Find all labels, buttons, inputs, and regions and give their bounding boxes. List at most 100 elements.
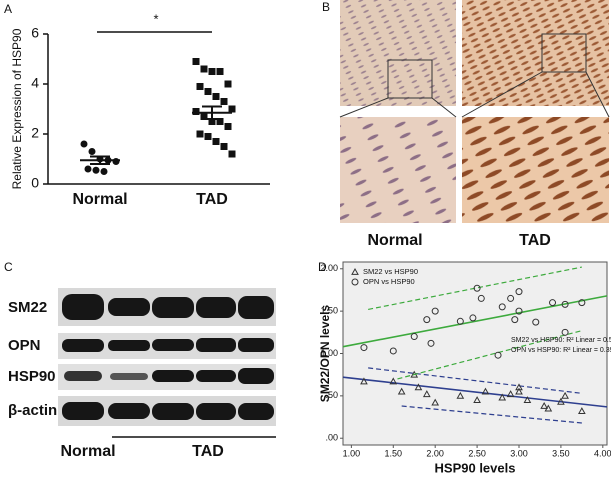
x-tick-label: 4.00 [594, 448, 611, 458]
point [224, 123, 232, 130]
plot-area [342, 261, 608, 446]
point [200, 113, 208, 120]
point [84, 165, 92, 173]
zoom-line [461, 71, 543, 118]
point [216, 118, 224, 125]
point [204, 133, 212, 140]
point [360, 377, 368, 385]
point [515, 288, 523, 296]
point [515, 307, 523, 315]
x-tick-label: 3.50 [552, 448, 570, 458]
row-label: OPN [8, 337, 41, 354]
y-tick-label: 2 [31, 125, 39, 141]
ci-line [401, 405, 582, 424]
point [414, 383, 423, 391]
legend-label: OPN vs HSP90 [363, 277, 415, 286]
point [192, 108, 200, 115]
point [422, 390, 431, 398]
point [578, 299, 586, 307]
panel-label: D [318, 260, 327, 274]
x-tick-label: 3.00 [510, 448, 528, 458]
group-label: Normal [60, 443, 115, 460]
point [498, 303, 506, 311]
y-axis-title: SM22/OPN levels [318, 304, 332, 402]
point [196, 83, 204, 90]
point [212, 93, 220, 100]
point [561, 328, 569, 336]
y-tick-label: 6 [31, 25, 39, 41]
point [431, 307, 439, 315]
zoom-line [431, 97, 457, 118]
point [431, 398, 440, 406]
image-tad-zoom [462, 117, 609, 223]
point [427, 339, 435, 347]
point [481, 387, 490, 395]
point [88, 148, 96, 155]
point [456, 391, 465, 399]
point [204, 88, 212, 95]
column-label: Normal [367, 232, 422, 249]
point [220, 143, 228, 150]
row-label: SM22 [8, 299, 47, 316]
image-normal-zoom [340, 117, 456, 223]
point [498, 393, 507, 401]
x-tick-label: Normal [72, 191, 127, 208]
point [469, 314, 477, 322]
legend-marker [351, 278, 359, 286]
annotation: OPN vs HSP90: R² Linear = 0.395 [511, 347, 611, 354]
image-tad [462, 0, 609, 106]
y-tick-label: 0 [31, 175, 39, 191]
point [561, 391, 569, 399]
point [494, 351, 502, 359]
x-tick-label: 2.50 [468, 448, 486, 458]
point [80, 140, 88, 148]
point [578, 407, 586, 415]
point [228, 150, 236, 158]
y-tick-label: .50 [325, 390, 338, 400]
point [473, 396, 481, 403]
y-tick-label: 1.00 [320, 348, 338, 358]
point [100, 168, 108, 175]
zoom-box [387, 59, 433, 99]
y-axis-title: Relative Expression of HSP90 [10, 28, 24, 189]
point [192, 58, 200, 65]
y-tick-label: 2.00 [320, 263, 338, 273]
point [220, 98, 228, 105]
point [557, 397, 565, 405]
ci-line [368, 266, 582, 311]
point [410, 333, 418, 341]
point [389, 347, 397, 355]
point [561, 300, 569, 308]
row-label: HSP90 [8, 368, 56, 385]
point [515, 383, 523, 391]
point [507, 294, 515, 302]
point [549, 299, 557, 307]
x-tick-label: 2.00 [426, 448, 444, 458]
zoom-line [339, 97, 389, 118]
legend-marker [351, 267, 359, 275]
point [477, 294, 485, 302]
point [224, 80, 232, 88]
bands [62, 294, 274, 420]
point [397, 387, 406, 395]
panel-label: B [322, 0, 330, 14]
x-tick-label: 1.50 [385, 448, 403, 458]
point [511, 316, 519, 324]
point [228, 105, 236, 113]
point [208, 118, 216, 125]
fit-line [342, 295, 608, 348]
image-normal [340, 0, 456, 106]
point [456, 317, 464, 325]
ci-line [368, 367, 582, 394]
legend-label: SM22 vs HSP90 [363, 267, 418, 276]
x-tick-label: TAD [196, 191, 228, 208]
histology-images [339, 0, 610, 223]
column-label: TAD [519, 232, 551, 249]
zoom-line [585, 71, 610, 118]
y-tick-label: .00 [325, 433, 338, 443]
point [506, 390, 515, 398]
row-label: β-actin [8, 402, 57, 419]
x-tick-label: 1.00 [343, 448, 361, 458]
annotation: SM22 vs HSP90: R² Linear = 0.532 [511, 337, 611, 344]
